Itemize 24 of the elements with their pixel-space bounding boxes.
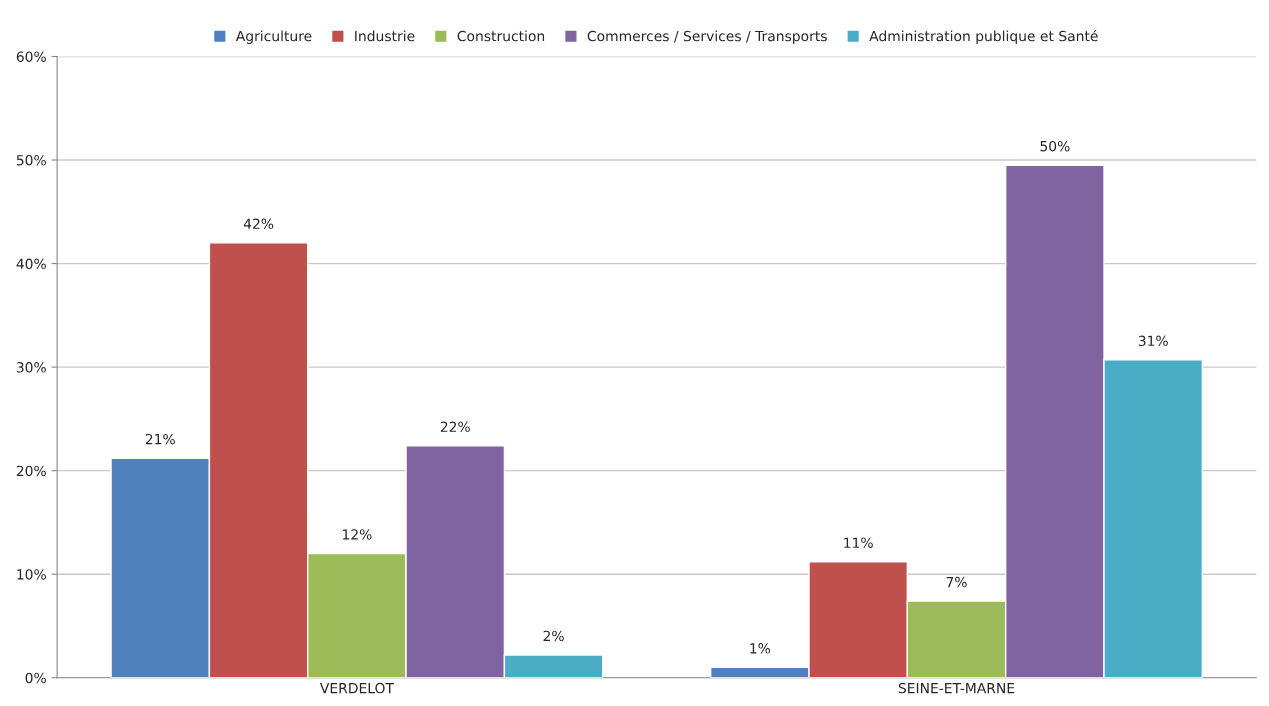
data-label: 22% [440,421,470,433]
data-label: 21% [145,433,175,445]
data-label: 50% [1040,140,1070,152]
data-label: 12% [343,529,372,540]
y-tick-label: 40% [16,258,46,270]
y-tick-label: 0% [25,672,46,684]
legend-label: Commerces / Services / Transports [587,30,827,44]
data-label: 1% [750,643,771,654]
y-tick-label: 30% [16,362,46,373]
data-label: 2% [543,630,564,642]
y-tick-label: 20% [16,465,46,477]
legend-label: Industrie [355,30,415,42]
y-tick-label: 50% [16,155,46,166]
x-tick-label: VERDELOT [319,682,394,694]
data-label: 7% [946,576,967,588]
data-label: 42% [243,218,274,230]
x-tick-label: SEINE-ET-MARNE [898,682,1015,694]
legend-label: Agriculture [235,30,312,44]
legend-label: Construction [457,30,545,42]
data-label: 31% [1138,335,1168,347]
data-label: 11% [844,537,873,548]
legend-label: Administration publique et Santé [869,29,1098,44]
y-tick-label: 10% [17,569,46,580]
y-tick-label: 60% [16,51,46,62]
